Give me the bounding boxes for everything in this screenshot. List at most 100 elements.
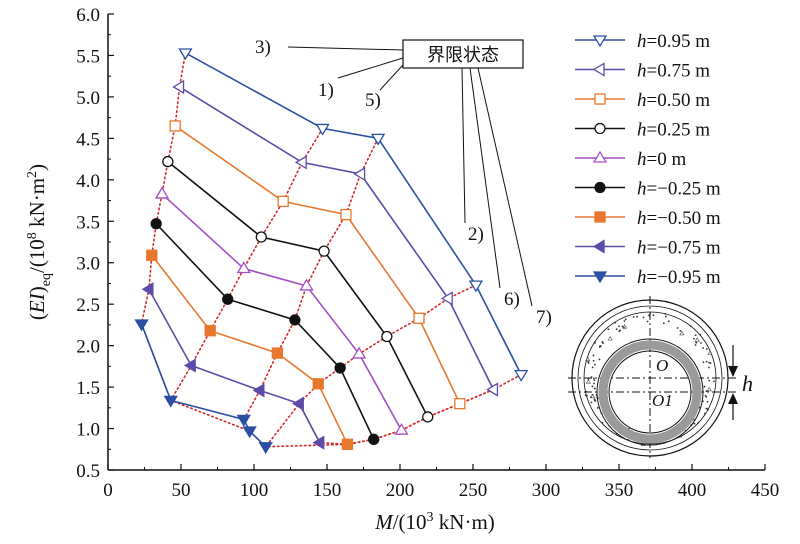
aggregate-particle (676, 327, 679, 329)
data-point (370, 133, 386, 146)
data-point (340, 208, 352, 221)
data-point (289, 314, 301, 326)
data-point (291, 396, 304, 411)
x-tick-label: 350 (605, 480, 634, 501)
data-point (146, 249, 158, 261)
data-point (315, 123, 330, 136)
legend-label: h=−0.75 m (637, 238, 721, 259)
aggregate-particle (614, 321, 616, 324)
data-point (236, 261, 251, 274)
aggregate-particle (705, 360, 708, 363)
aggregate-particle (705, 348, 708, 350)
limit-state-label: 6) (504, 289, 520, 310)
aggregate-particle (623, 320, 626, 322)
y-tick-label: 4.0 (76, 171, 100, 192)
aggregate-particle (585, 379, 591, 384)
y-tick-label: 5.5 (76, 46, 100, 67)
inset-lining-ring (583, 311, 717, 445)
data-point (413, 312, 425, 324)
aggregate-particle (664, 312, 667, 315)
cross-section-inset: O O1 h (568, 296, 753, 458)
aggregate-particle (607, 328, 610, 331)
legend-label: h=0.75 m (637, 61, 710, 82)
data-point (172, 79, 185, 95)
data-point (154, 186, 170, 199)
aggregate-particle (619, 329, 622, 332)
aggregate-particle (594, 342, 597, 344)
limit-state-curves (140, 52, 522, 448)
aggregate-particle (590, 393, 596, 399)
aggregate-particle (693, 422, 696, 425)
data-point (150, 218, 162, 230)
aggregate-particle (704, 394, 707, 397)
data-point (134, 319, 149, 332)
legend-marker (594, 181, 606, 194)
data-point (277, 195, 289, 208)
aggregate-particle (593, 399, 596, 401)
data-point (252, 383, 265, 398)
y-tick-label: 1.0 (76, 420, 100, 441)
y-tick-label: 6.0 (76, 5, 100, 26)
aggregate-particle (624, 318, 627, 321)
inset-label-o1: O1 (652, 391, 673, 410)
legend-marker (594, 122, 606, 135)
legend-label: h=0.95 m (637, 31, 710, 52)
x-tick-label: 450 (751, 480, 780, 501)
y-tick-label: 3.5 (76, 212, 100, 233)
legend-label: h=0.50 m (637, 90, 710, 111)
aggregate-particle (694, 344, 697, 346)
aggregate-particle (679, 329, 682, 332)
series-line-5 (161, 193, 403, 431)
aggregate-particle (591, 393, 594, 396)
aggregate-particle (593, 382, 595, 385)
data-point (163, 395, 178, 408)
x-axis-label: M/(103 kN·m) (374, 510, 495, 534)
data-point (236, 414, 251, 427)
aggregate-particle (708, 366, 710, 369)
legend-marker (592, 150, 608, 163)
aggregate-particle (679, 330, 685, 336)
aggregate-particle (706, 386, 712, 392)
aggregate-particle (585, 390, 588, 393)
legend-marker (592, 62, 605, 77)
aggregate-particle (696, 422, 699, 425)
legend-marker (592, 239, 605, 254)
y-axis-label: (EI)eq/(108 kN·m2) (25, 164, 54, 320)
aggregate-particle (585, 356, 591, 362)
aggregate-particle (602, 342, 604, 345)
aggregate-particle (591, 385, 594, 388)
aggregate-particle (593, 379, 596, 381)
aggregate-particle (680, 435, 682, 438)
aggregate-particle (705, 396, 708, 398)
legend-marker (592, 35, 608, 48)
inset-h-arrowhead-top (728, 366, 738, 377)
aggregate-particle (621, 325, 624, 328)
limit-state-label: 3) (255, 37, 271, 58)
inset-inner-pipe-outer-edge (596, 338, 704, 446)
aggregate-particle (601, 421, 604, 424)
data-point (486, 382, 499, 397)
aggregate-particle (593, 377, 595, 380)
data-point (422, 411, 434, 423)
data-point (454, 398, 466, 410)
legend: h=0.95 m h=0.75 m h=0.50 m h=0.25 m h=0 m h=−… (575, 31, 721, 288)
leader-line (379, 64, 404, 91)
aggregate-particle (594, 363, 596, 366)
limit-state-label: 7) (536, 307, 552, 328)
x-tick-label: 400 (678, 480, 707, 501)
leader-line (337, 57, 404, 79)
data-point (312, 435, 325, 450)
legend-marker (594, 93, 606, 105)
inset-label-o: O (656, 356, 668, 375)
y-tick-label: 3.0 (76, 254, 100, 275)
aggregate-particle (590, 396, 592, 399)
limit-state-curve-3 (242, 137, 379, 421)
x-tick-label: 0 (103, 480, 113, 501)
aggregate-particle (592, 354, 595, 357)
aggregate-particle (598, 345, 601, 348)
aggregate-particle (648, 314, 650, 317)
aggregate-particle (592, 359, 595, 362)
leader-line (287, 46, 404, 51)
limit-state-label: 2) (468, 224, 484, 245)
